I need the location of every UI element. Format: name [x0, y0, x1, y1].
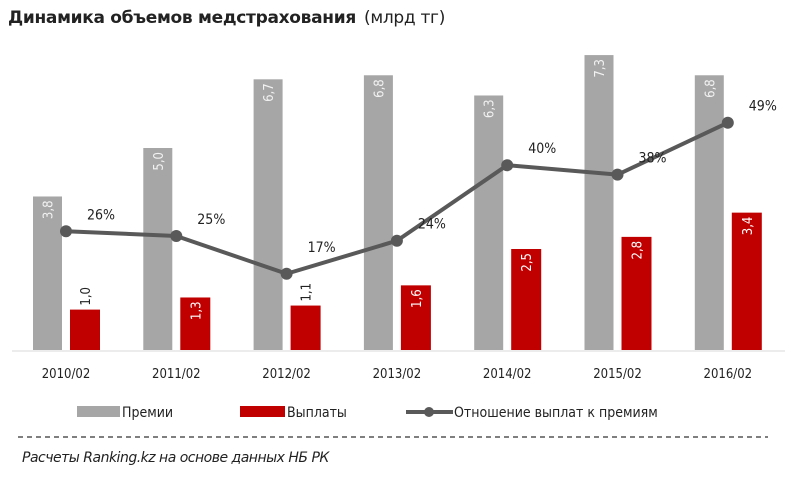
ratio-point: [721, 116, 734, 129]
ratio-label: 25%: [197, 212, 225, 228]
bar-vyplaty: [290, 305, 321, 350]
bar-premii: [694, 75, 724, 350]
bar-label-premii: 6,8: [372, 79, 387, 98]
bar-vyplaty: [731, 212, 762, 350]
bar-label-vyplaty: 3,4: [741, 217, 756, 236]
bar-label-premii: 7,3: [593, 59, 608, 78]
bar-label-vyplaty: 1,1: [300, 283, 315, 302]
bar-label-premii: 6,3: [483, 99, 498, 118]
bar-label-vyplaty: 1,6: [410, 289, 425, 308]
legend-swatch-premii: [77, 406, 120, 417]
x-tick-label: 2014/02: [483, 367, 532, 382]
bar-label-premii: 6,7: [262, 83, 277, 102]
ratio-point: [501, 159, 514, 172]
legend-swatch-vyplaty: [240, 406, 285, 417]
title-text: Динамика объемов медстрахования: [8, 8, 356, 28]
x-tick-label: 2012/02: [262, 367, 311, 382]
bar-label-vyplaty: 2,5: [520, 253, 535, 272]
bar-label-vyplaty: 2,8: [631, 241, 646, 260]
bar-label-premii: 6,8: [703, 79, 718, 98]
ratio-label: 17%: [308, 240, 336, 256]
ratio-label: 49%: [749, 99, 777, 115]
bar-premii: [474, 95, 504, 350]
bar-label-vyplaty: 1,3: [189, 301, 204, 320]
x-tick-label: 2013/02: [373, 367, 422, 382]
bar-vyplaty: [511, 249, 542, 350]
legend-label-vyplaty: Выплаты: [287, 405, 347, 421]
bar-label-vyplaty: 1,0: [79, 287, 94, 306]
source-note: Расчеты Ranking.kz на основе данных НБ Р…: [22, 450, 329, 466]
x-tick-label: 2015/02: [593, 367, 642, 382]
legend-label-premii: Премии: [122, 405, 173, 421]
bar-premii: [253, 79, 283, 350]
x-tick-label: 2016/02: [704, 367, 753, 382]
chart-title: Динамика объемов медстрахования (млрд тг): [8, 8, 445, 28]
bar-premii: [363, 75, 393, 350]
ratio-label: 26%: [87, 207, 115, 223]
x-tick-label: 2011/02: [152, 367, 201, 382]
x-tick-label: 2010/02: [42, 367, 91, 382]
bar-label-premii: 5,0: [152, 152, 167, 171]
bar-premii: [33, 196, 62, 350]
legend-marker-ratio: [424, 407, 434, 417]
ratio-point: [280, 267, 293, 280]
ratio-point: [611, 168, 624, 181]
ratio-point: [390, 234, 403, 247]
legend-label-ratio: Отношение выплат к премиям: [454, 405, 658, 421]
bar-premii: [584, 55, 614, 350]
ratio-label: 24%: [418, 217, 446, 233]
ratio-label: 40%: [528, 141, 556, 157]
bar-vyplaty: [70, 309, 100, 350]
bar-label-premii: 3,8: [42, 200, 57, 219]
ratio-point: [170, 230, 183, 242]
title-unit: (млрд тг): [363, 8, 446, 28]
ratio-point: [60, 225, 72, 238]
bar-vyplaty: [621, 236, 652, 350]
bar-premii: [143, 148, 173, 350]
bar-vyplaty: [180, 297, 211, 350]
ratio-label: 38%: [639, 151, 667, 167]
bar-vyplaty: [400, 285, 431, 350]
